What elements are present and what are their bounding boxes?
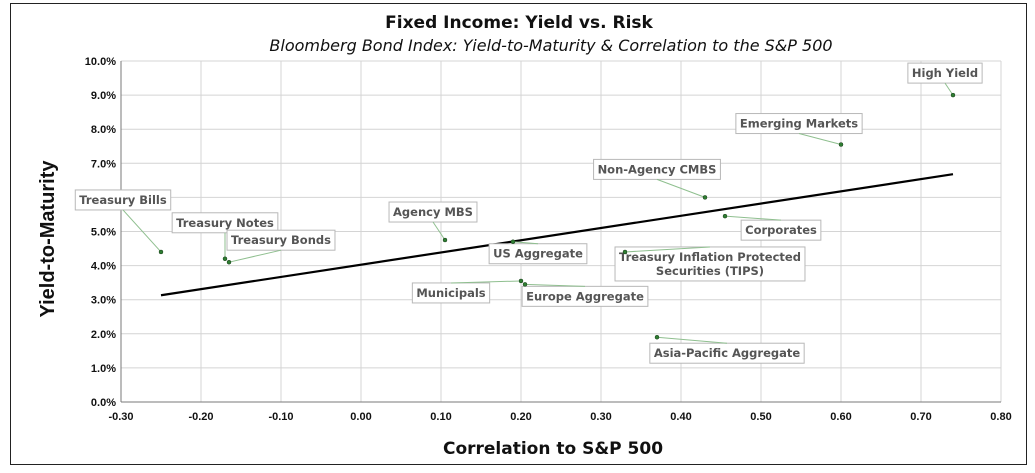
data-point-group: [158, 92, 956, 340]
data-point: [622, 249, 628, 255]
x-tick-label: 0.70: [910, 411, 931, 423]
leader-line: [944, 82, 954, 96]
data-label-text: Emerging Markets: [740, 117, 858, 131]
y-tick-label: 4.0%: [91, 261, 116, 273]
data-label: Agency MBS: [388, 201, 478, 223]
data-label-text: Treasury Inflation Protected: [619, 250, 801, 264]
data-label-text: High Yield: [912, 66, 978, 80]
scatter-chart: Fixed Income: Yield vs. Risk Bloomberg B…: [37, 13, 1012, 459]
y-tick-label: 3.0%: [91, 295, 116, 307]
data-label: Municipals: [411, 282, 491, 304]
leader-line: [624, 246, 711, 253]
y-tick-label: 1.0%: [91, 363, 116, 375]
data-point: [226, 259, 232, 265]
x-tick-label: 0.00: [350, 411, 371, 423]
data-label: Corporates: [740, 219, 822, 241]
leader-line: [524, 283, 586, 287]
leader-line: [512, 241, 539, 245]
chart-frame: Fixed Income: Yield vs. Risk Bloomberg B…: [10, 3, 1027, 465]
leader-line: [724, 215, 782, 221]
data-label-text: Securities (TIPS): [656, 264, 764, 278]
data-label-text: Agency MBS: [393, 205, 473, 219]
data-point: [522, 282, 528, 287]
trendline: [160, 173, 954, 297]
data-label-text: Europe Aggregate: [526, 289, 644, 303]
x-tick-label: 0.20: [510, 411, 531, 423]
x-tick-label: -0.20: [188, 411, 213, 423]
data-label: Europe Aggregate: [521, 285, 649, 307]
data-label-text: Non-Agency CMBS: [598, 162, 717, 176]
leader-line: [656, 336, 728, 344]
data-label-text: Asia-Pacific Aggregate: [654, 346, 801, 360]
leader-line: [432, 221, 446, 241]
y-tick-label: 5.0%: [91, 227, 116, 239]
x-tick-label: 0.10: [430, 411, 451, 423]
x-tick-label: 0.50: [750, 411, 771, 423]
y-tick-label: 8.0%: [91, 124, 116, 136]
x-tick-label: 0.30: [590, 411, 611, 423]
data-label-text: Treasury Notes: [176, 216, 274, 230]
leader-line: [228, 249, 282, 263]
data-point: [510, 239, 516, 244]
data-label-text: Treasury Bills: [79, 193, 167, 207]
x-tick-label: -0.30: [108, 411, 133, 423]
data-label: Asia-Pacific Aggregate: [649, 342, 805, 364]
chart-subtitle: Bloomberg Bond Index: Yield-to-Maturity …: [269, 36, 832, 55]
data-point: [442, 237, 448, 243]
data-label-text: Treasury Bonds: [231, 233, 331, 247]
data-label-group: Treasury Bills Treasury Notes Treasury Bon…: [74, 62, 983, 364]
x-tick-label: 0.40: [670, 411, 691, 423]
data-label: US Aggregate: [488, 243, 588, 265]
data-point: [838, 142, 844, 147]
data-label: Non-Agency CMBS: [593, 158, 721, 180]
data-label: High Yield: [907, 62, 983, 84]
y-axis-label: Yield-to-Maturity: [37, 160, 59, 318]
data-point: [222, 256, 228, 262]
x-tick-label: 0.80: [990, 411, 1011, 423]
data-point: [722, 213, 728, 219]
data-label-box: [614, 246, 806, 282]
y-tick-label: 0.0%: [91, 397, 116, 409]
data-point: [158, 249, 164, 255]
x-axis-label: Correlation to S&P 500: [443, 439, 663, 459]
data-label: Emerging Markets: [735, 113, 863, 135]
data-point: [702, 195, 708, 200]
leader-line: [122, 209, 162, 253]
y-tick-label: 9.0%: [91, 90, 116, 102]
leader-line: [450, 280, 522, 284]
leader-line: [798, 133, 842, 146]
data-label-text: Corporates: [745, 223, 817, 237]
data-point: [518, 278, 524, 284]
x-tick-label: -0.10: [268, 411, 293, 423]
data-label: Treasury Bills: [74, 189, 172, 211]
data-label-text: US Aggregate: [493, 247, 583, 261]
data-point: [950, 92, 956, 98]
x-tick-label: 0.60: [830, 411, 851, 423]
chart-title: Fixed Income: Yield vs. Risk: [385, 13, 653, 33]
axes: 0.0%1.0%2.0%3.0%4.0%5.0%6.0%7.0%8.0%9.0%…: [85, 56, 1012, 423]
y-tick-label: 10.0%: [85, 56, 116, 68]
y-tick-label: 2.0%: [91, 329, 116, 341]
data-point: [654, 334, 660, 340]
data-label: Treasury Bonds: [226, 229, 336, 251]
data-label-text: Municipals: [416, 286, 485, 300]
y-tick-label: 7.0%: [91, 158, 116, 170]
trendline-group: [160, 173, 954, 297]
leader-line: [656, 178, 706, 198]
